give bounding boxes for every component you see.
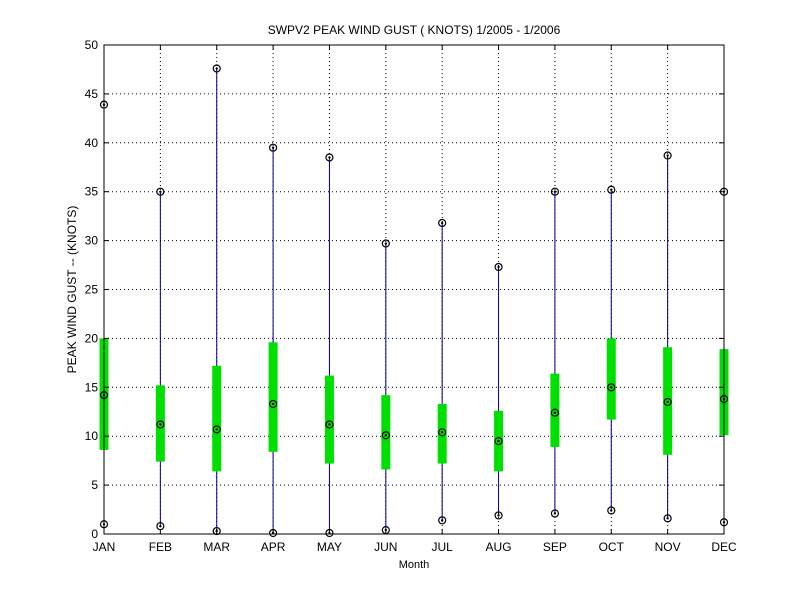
max-marker-apr [268,143,278,152]
iqr-box-jul [437,403,447,464]
max-marker-dot-feb [159,190,162,193]
min-marker-dot-feb [159,524,162,528]
max-marker-dot-sep [553,190,557,193]
median-marker-may [325,420,334,429]
median-marker-dot-sep [553,411,557,414]
min-marker-aug [494,511,503,520]
max-marker-mar [212,64,221,73]
x-tick-label: FEB [149,540,172,554]
min-marker-dot-jul [440,519,444,522]
x-tick-label: OCT [599,540,625,554]
y-tick-label: 5 [91,478,98,492]
max-marker-jul [438,218,447,228]
max-marker-may [325,153,334,162]
y-tick-label: 45 [85,87,99,101]
median-marker-mar [212,425,221,434]
y-tick-label: 30 [85,234,99,248]
x-tick-label: JAN [93,540,116,554]
axis-ticks: 0 5 10 15 20 25 30 35 40 45 50 JAN FEB MAR APR MAY JUN JU… [85,38,737,554]
x-tick-label: DEC [711,540,737,554]
y-tick-label: 0 [91,527,98,541]
median-marker-dot-mar [215,428,218,431]
min-marker-oct [607,506,616,515]
median-marker-dot-may [328,423,331,426]
median-marker-jun [381,431,390,440]
max-marker-dot-oct [610,188,613,191]
iqr-box-may [324,375,334,464]
max-marker-dot-jul [440,221,444,225]
median-marker-dot-jun [384,434,388,437]
min-marker-dot-aug [497,514,500,517]
x-tick-label: AUG [486,540,512,554]
median-marker-dot-nov [666,400,669,404]
y-tick-label: 35 [85,185,99,199]
max-marker-dot-nov [666,154,669,157]
x-tick-label: NOV [655,540,681,554]
x-tick-label: JUL [432,540,454,554]
min-marker-nov [663,514,672,523]
max-marker-dot-apr [271,146,275,149]
y-tick-label: 40 [85,136,99,150]
chart-title: SWPV2 PEAK WIND GUST ( KNOTS) 1/2005 - 1… [268,23,561,37]
iqr-box-apr [268,342,278,452]
min-marker-dot-sep [553,512,557,515]
min-marker-mar [212,526,221,536]
y-tick-label: 50 [85,38,99,52]
min-marker-dot-oct [610,509,613,512]
median-marker-nov [663,397,672,407]
median-marker-dot-feb [159,423,162,426]
max-marker-nov [663,151,672,160]
x-tick-label: APR [261,540,286,554]
y-tick-label: 20 [85,331,99,345]
x-tick-label: JUN [374,540,397,554]
median-marker-jul [438,428,447,437]
y-tick-label: 25 [85,283,99,297]
y-axis-label: PEAK WIND GUST -- (KNOTS) [65,206,79,374]
median-marker-dot-aug [497,439,500,443]
max-marker-oct [607,185,616,194]
iqr-box-oct [606,338,616,420]
median-marker-apr [268,399,278,409]
iqr-box-sep [550,373,560,447]
max-marker-dot-mar [215,67,218,70]
median-marker-sep [550,408,560,417]
x-tick-label: SEP [543,540,567,554]
median-marker-aug [494,436,503,446]
min-marker-dot-nov [666,517,669,520]
max-marker-jun [381,239,390,248]
median-marker-feb [156,420,165,429]
max-marker-dot-may [328,156,331,159]
min-marker-jul [438,516,447,525]
median-marker-dot-oct [610,386,613,389]
median-marker-dot-apr [271,402,275,406]
y-tick-label: 10 [85,429,99,443]
iqr-box-mar [212,365,222,472]
y-tick-label: 15 [85,380,99,394]
max-marker-dot-aug [497,265,500,269]
x-tick-label: MAY [317,540,342,554]
median-marker-oct [607,383,616,392]
max-marker-feb [156,187,165,196]
max-marker-sep [550,187,560,196]
max-marker-aug [494,262,503,272]
min-marker-sep [550,509,560,518]
x-tick-label: MAR [203,540,230,554]
median-marker-dot-jul [440,431,444,434]
max-marker-dot-jun [384,242,388,245]
x-axis-label: Month [399,559,430,571]
